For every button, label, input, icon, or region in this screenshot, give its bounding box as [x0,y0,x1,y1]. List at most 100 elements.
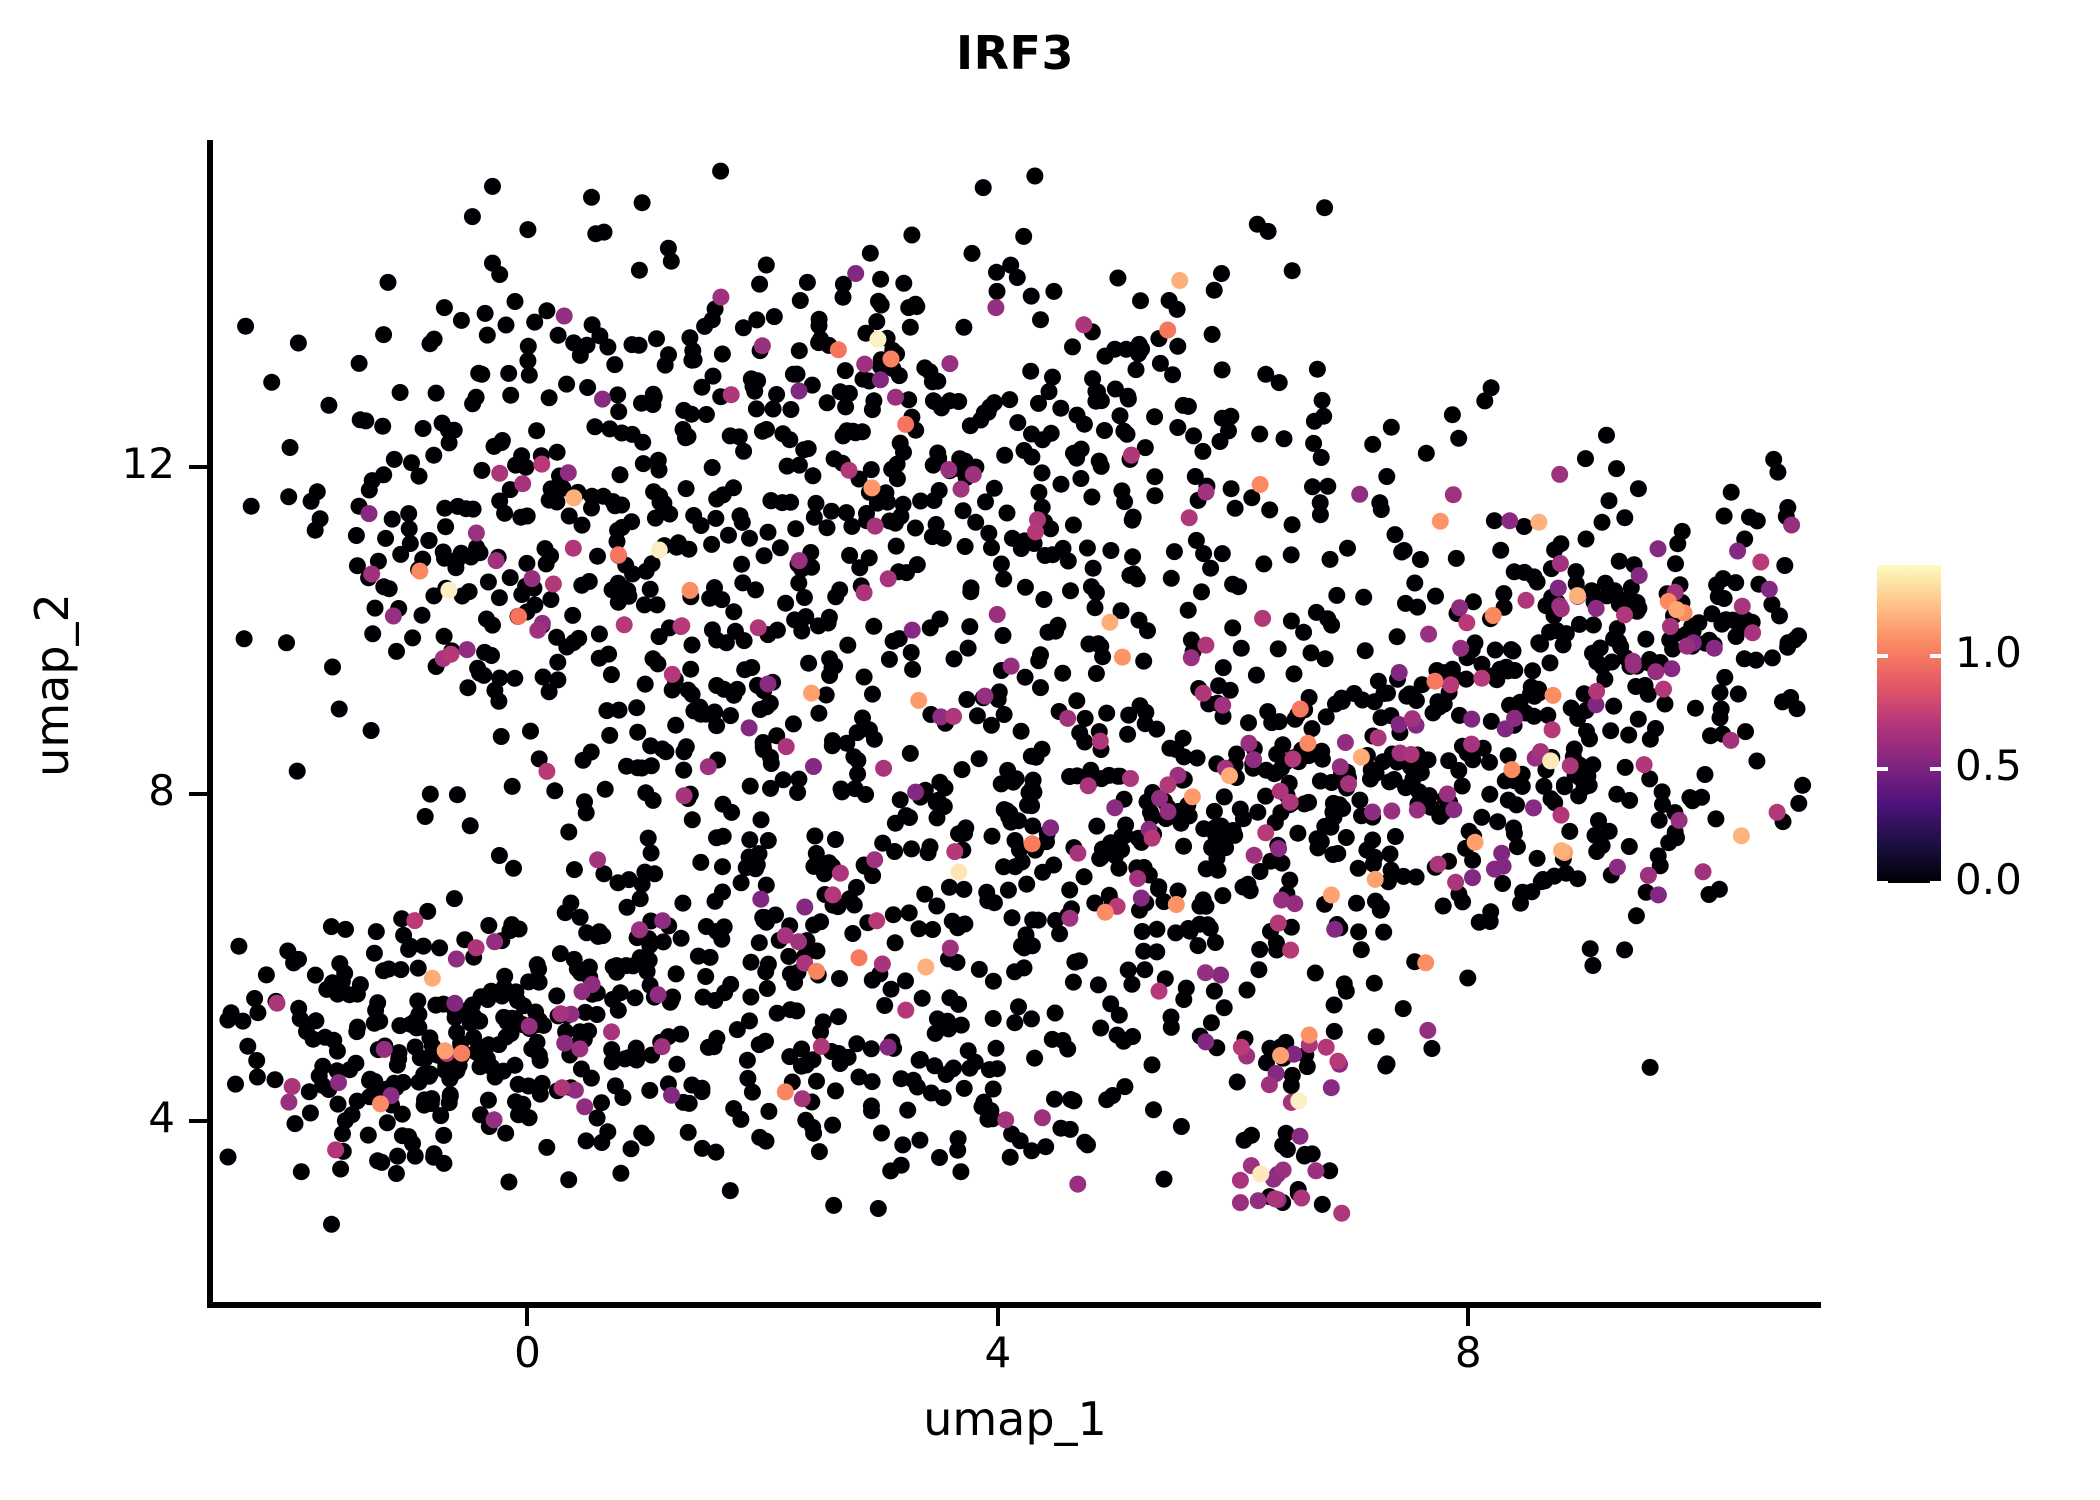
scatter-point [1113,648,1131,666]
scatter-point [286,1115,304,1133]
scatter-point [1289,824,1307,842]
scatter-point [903,621,921,639]
scatter-point [913,989,931,1007]
scatter-point [673,617,691,635]
scatter-point [638,963,656,980]
scatter-point [808,962,826,980]
scatter-point [639,829,657,847]
scatter-point [1385,771,1403,788]
scatter-point [1481,753,1498,771]
scatter-point [1616,758,1634,776]
scatter-point [559,464,577,482]
scatter-point [855,668,873,686]
scatter-point [1027,748,1045,766]
scatter-point [332,1160,350,1178]
scatter-point [872,270,890,288]
scatter-point [697,918,715,935]
scatter-point [556,1034,574,1052]
scatter-point [1375,685,1393,702]
scatter-point [674,894,692,912]
scatter-point [726,622,744,640]
scatter-point [570,629,588,647]
scatter-point [900,904,918,922]
scatter-point [1351,791,1369,809]
scatter-point [425,587,443,605]
scatter-point [952,480,970,498]
scatter-point [288,762,306,780]
scatter-point [505,859,522,877]
scatter-point [642,757,660,775]
scatter-point [819,614,837,632]
scatter-point [613,519,631,536]
scatter-point [1340,775,1358,793]
scatter-point [1016,668,1034,686]
scatter-point [910,1051,928,1069]
scatter-point [721,1182,739,1200]
scatter-point [782,401,800,418]
scatter-point [716,984,734,1002]
scatter-point [1737,723,1754,741]
scatter-point [248,1052,266,1069]
scatter-point [618,898,636,916]
scatter-point [985,479,1003,497]
scatter-point [886,843,904,860]
scatter-point [857,786,875,803]
scatter-point [351,976,369,994]
scatter-point [1169,882,1187,900]
scatter-point [1581,730,1598,748]
scatter-point [290,999,308,1017]
scatter-point [425,1148,443,1166]
scatter-point [596,780,614,798]
scatter-point [564,606,582,624]
scatter-point [1729,542,1747,560]
scatter-point [1552,806,1570,824]
scatter-point [1169,419,1187,436]
scatter-point [492,728,510,745]
scatter-point [1061,881,1079,899]
scatter-point [641,580,659,598]
scatter-point [461,817,479,835]
scatter-point [1062,1091,1080,1108]
scatter-point [834,288,852,306]
scatter-point [884,906,902,924]
scatter-point [1319,477,1337,495]
scatter-point [500,1173,518,1191]
scatter-point [979,892,997,910]
scatter-point [1386,828,1404,845]
scatter-point [518,554,536,572]
scatter-point [919,844,937,862]
scatter-point [528,422,546,440]
scatter-point [926,1057,944,1075]
scatter-point [458,641,476,659]
scatter-point [1006,832,1024,849]
scatter-point [681,329,699,347]
scatter-point [1282,918,1300,936]
scatter-point [1729,685,1747,703]
scatter-point [552,1005,570,1023]
scatter-point [1511,693,1529,711]
scatter-point [394,1073,412,1091]
scatter-point [1541,623,1559,641]
scatter-point [1032,646,1049,664]
scatter-point [741,777,759,795]
scatter-point [941,939,959,957]
colorbar[interactable] [1877,565,1941,883]
scatter-point [928,897,946,915]
scatter-point [648,596,666,614]
scatter-point [564,539,582,557]
scatter-point [1305,434,1323,452]
scatter-point [577,1132,595,1150]
scatter-point [484,254,501,272]
scatter-point [1776,557,1794,574]
scatter-point [1383,802,1401,820]
scatter-point [663,665,681,683]
scatter-point [762,779,779,797]
scatter-point [868,313,886,331]
scatter-point [323,1215,340,1233]
scatter-point [759,832,777,849]
scatter-point [844,925,862,942]
scatter-point [1542,752,1560,770]
scatter-point [1544,686,1562,704]
scatter-point [1637,630,1655,648]
scatter-point [237,317,255,335]
